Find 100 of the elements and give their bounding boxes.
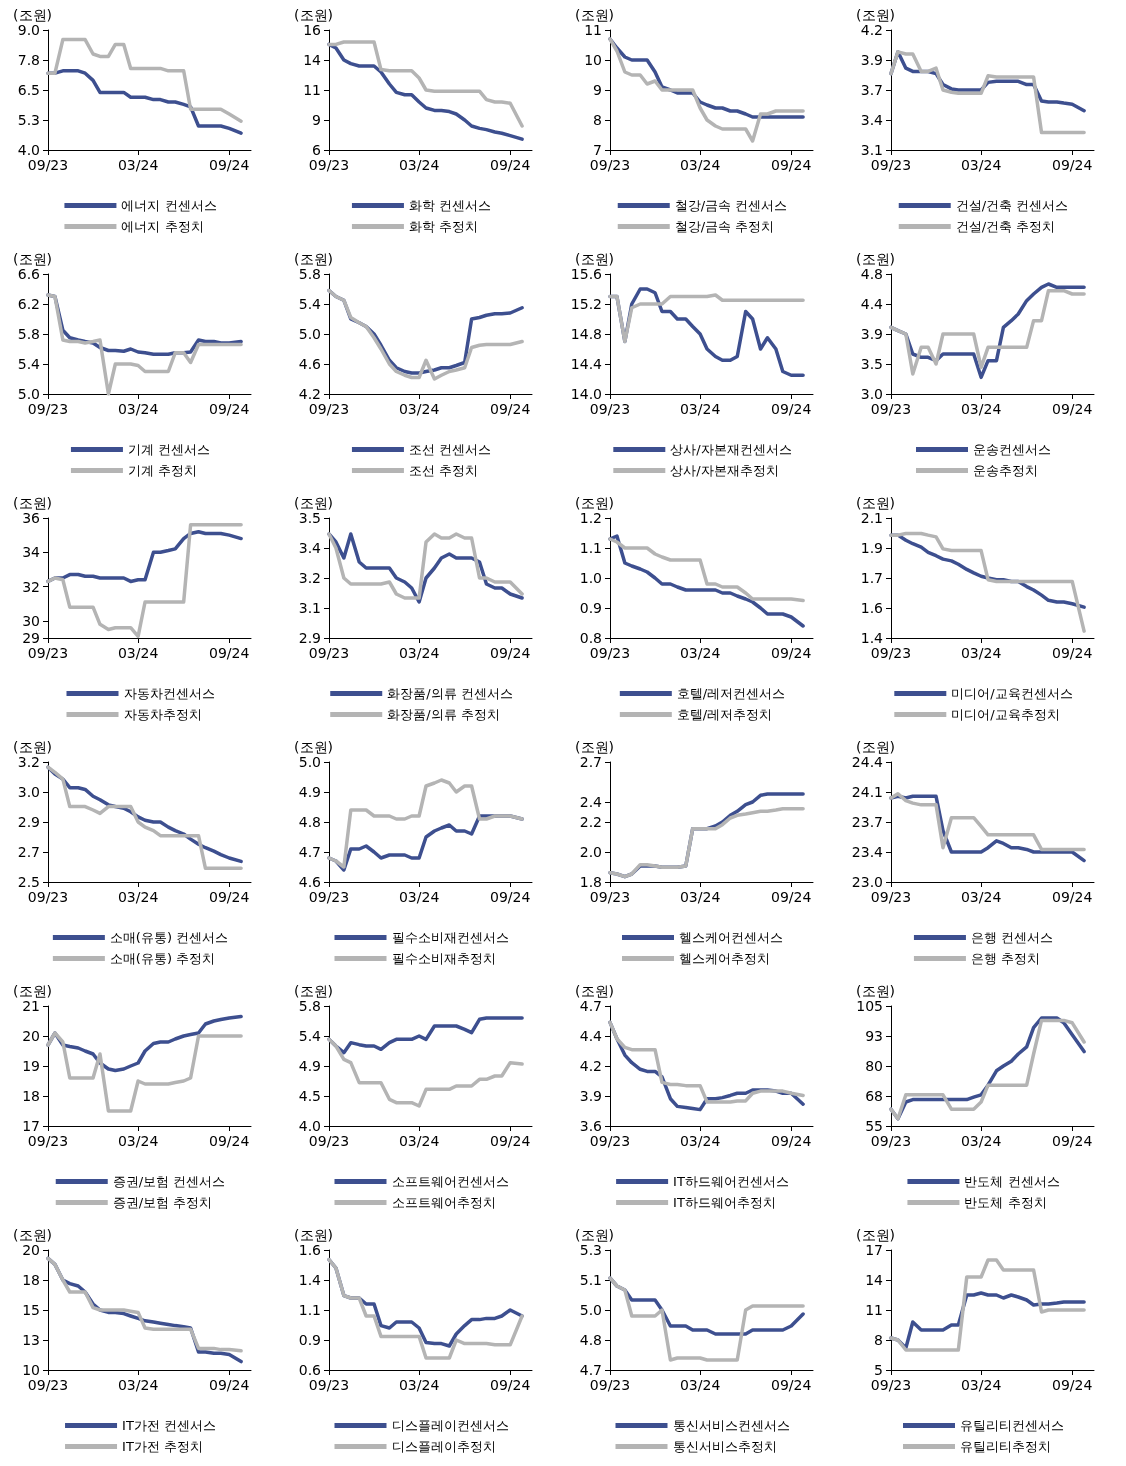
- y-axis-title: (조원): [575, 251, 614, 267]
- y-tick-label: 0.9: [579, 600, 602, 616]
- y-axis-title: (조원): [575, 495, 614, 511]
- y-axis-title: (조원): [856, 983, 895, 999]
- line-series: [608, 806, 805, 879]
- y-tick-label: 2.9: [17, 814, 40, 830]
- x-tick-label: 09/24: [1052, 157, 1093, 173]
- legend-label: 철강/금속 추정치: [674, 219, 775, 234]
- y-tick-label: 23.7: [851, 814, 883, 830]
- legend-label: 조선 컨센서스: [408, 442, 492, 457]
- y-tick-label: 4.7: [579, 1362, 602, 1378]
- line-series: [608, 537, 805, 603]
- line-series: [46, 293, 243, 396]
- y-axis-title: (조원): [13, 495, 52, 511]
- x-tick-label: 03/24: [679, 645, 721, 661]
- y-tick-label: 5.3: [579, 1242, 602, 1258]
- y-tick-label: 20: [22, 1028, 40, 1044]
- x-tick-label: 09/24: [1052, 889, 1093, 905]
- x-tick-label: 03/24: [960, 889, 1002, 905]
- legend-label: 헬스케어추정치: [679, 951, 770, 966]
- x-tick-label: 09/23: [589, 1377, 631, 1393]
- legend-label: 소프트웨어추정치: [391, 1195, 496, 1210]
- line-series: [327, 778, 524, 869]
- x-tick-label: 03/24: [960, 1377, 1002, 1393]
- legend-label: 디스플레이컨센서스: [391, 1418, 509, 1433]
- y-tick-label: 4.4: [860, 296, 884, 312]
- y-tick-label: 3.0: [17, 784, 40, 800]
- legend-label: 운송추정치: [973, 463, 1038, 478]
- y-tick-label: 15.6: [570, 266, 603, 282]
- legend-label: 반도체 컨센서스: [964, 1174, 1060, 1189]
- x-tick-label: 03/24: [117, 1377, 159, 1393]
- y-tick-label: 15: [22, 1302, 40, 1318]
- x-tick-label: 09/23: [870, 1133, 912, 1149]
- y-tick-label: 15.2: [570, 296, 602, 312]
- legend-label: 미디어/교육추정치: [951, 707, 1060, 722]
- y-tick-label: 4.7: [298, 844, 321, 860]
- x-tick-label: 09/23: [589, 645, 631, 661]
- x-tick-label: 03/24: [679, 157, 721, 173]
- y-tick-label: 2.9: [298, 630, 321, 646]
- x-tick-label: 09/23: [27, 157, 69, 173]
- y-tick-label: 4.4: [579, 1028, 603, 1044]
- x-tick-label: 03/24: [960, 1133, 1002, 1149]
- y-tick-label: 14.4: [570, 356, 603, 372]
- y-tick-label: 29: [22, 630, 40, 646]
- y-axis-title: (조원): [294, 1227, 333, 1243]
- y-tick-label: 5.0: [17, 386, 40, 402]
- legend-label: 자동차추정치: [123, 707, 202, 722]
- y-tick-label: 105: [856, 998, 883, 1014]
- y-tick-label: 1.0: [579, 570, 602, 586]
- y-tick-label: 8: [593, 112, 602, 128]
- y-tick-label: 3.6: [579, 1118, 603, 1134]
- y-tick-label: 80: [865, 1058, 883, 1074]
- legend-label: 조선 추정치: [408, 463, 479, 478]
- line-series: [46, 1031, 243, 1113]
- y-tick-label: 32: [22, 578, 40, 595]
- y-axis-title: (조원): [13, 983, 52, 999]
- x-tick-label: 09/24: [490, 645, 531, 661]
- y-tick-label: 4.8: [860, 266, 883, 282]
- x-tick-label: 03/24: [117, 889, 159, 905]
- y-tick-label: 4.7: [579, 998, 602, 1014]
- legend-label: 상사/자본재컨센서스: [670, 442, 792, 457]
- legend-label: 운송컨센서스: [973, 442, 1051, 457]
- y-tick-label: 14: [303, 52, 322, 68]
- x-tick-label: 03/24: [117, 645, 159, 661]
- x-tick-label: 09/24: [1052, 645, 1093, 661]
- legend-label: 은행 추정치: [970, 951, 1041, 966]
- legend-label: 헬스케어컨센서스: [679, 930, 783, 945]
- y-tick-label: 1.4: [298, 1272, 322, 1288]
- y-tick-label: 3.9: [579, 1088, 602, 1104]
- y-tick-label: 6.6: [17, 266, 41, 282]
- y-tick-label: 11: [865, 1302, 883, 1318]
- x-tick-label: 09/24: [209, 1133, 250, 1149]
- y-tick-label: 9: [593, 82, 602, 98]
- x-tick-label: 09/23: [870, 401, 912, 417]
- x-tick-label: 09/24: [490, 889, 531, 905]
- line-series: [608, 534, 805, 628]
- y-tick-label: 30: [22, 612, 40, 629]
- x-tick-label: 03/24: [960, 645, 1002, 661]
- line-series: [46, 523, 243, 639]
- y-axis-title: (조원): [294, 251, 333, 267]
- y-axis-title: (조원): [856, 739, 895, 755]
- y-tick-label: 4.8: [579, 1332, 602, 1348]
- legend-label: 화장품/의류 추정치: [387, 707, 500, 722]
- legend-label: 건설/건축 컨센서스: [955, 198, 1069, 213]
- y-tick-label: 68: [865, 1088, 883, 1104]
- x-tick-label: 09/24: [209, 157, 250, 173]
- x-tick-label: 03/24: [398, 1377, 440, 1393]
- y-tick-label: 7: [593, 142, 602, 158]
- y-tick-label: 5.8: [298, 266, 321, 282]
- y-tick-label: 3.1: [860, 142, 883, 158]
- legend-label: IT가전 컨센서스: [122, 1418, 216, 1433]
- legend-label: 에너지 컨센서스: [121, 198, 217, 213]
- x-tick-label: 09/23: [870, 645, 912, 661]
- y-tick-label: 4.6: [298, 356, 322, 372]
- y-axis-title: (조원): [294, 7, 333, 23]
- y-tick-label: 6.2: [17, 296, 40, 312]
- y-tick-label: 4.9: [298, 1058, 321, 1074]
- x-tick-label: 09/24: [771, 1133, 812, 1149]
- y-tick-label: 4.2: [298, 386, 321, 402]
- x-tick-label: 09/24: [209, 889, 250, 905]
